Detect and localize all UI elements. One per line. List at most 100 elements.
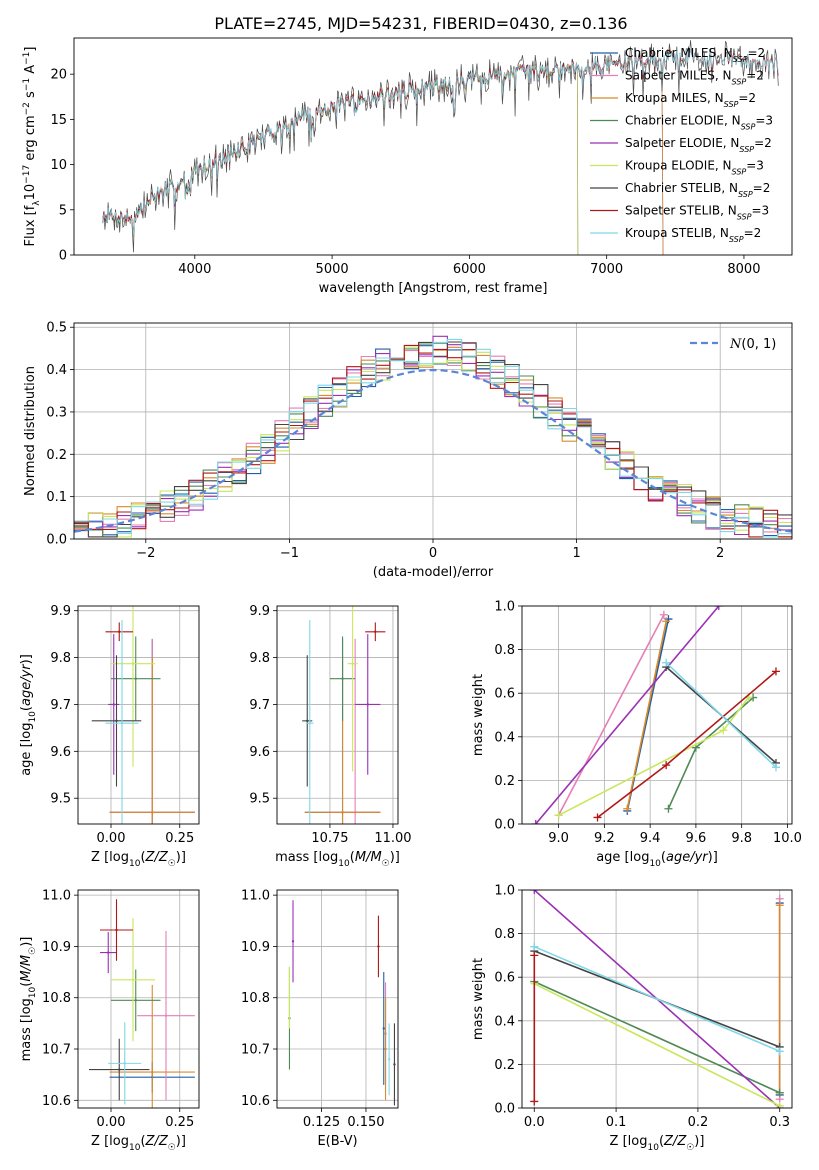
legend-label: Kroupa MILES, NSSP=2 bbox=[625, 91, 756, 109]
y-tick-label: 5 bbox=[59, 203, 67, 218]
label-part: Flux [f bbox=[23, 205, 38, 246]
label-part: / bbox=[153, 1134, 160, 1149]
spectrum-line bbox=[102, 61, 579, 255]
axes-frame bbox=[77, 605, 200, 825]
spectrum-line bbox=[102, 62, 579, 255]
legend-sub: SSP bbox=[739, 145, 754, 154]
label-part: −17 bbox=[22, 165, 32, 184]
label-part: Z bbox=[145, 1134, 156, 1149]
data-point bbox=[112, 703, 115, 706]
data-point bbox=[377, 945, 380, 948]
y-tick-label: 0.0 bbox=[494, 1102, 515, 1117]
label-part: M bbox=[355, 850, 366, 865]
label-part: ☉ bbox=[382, 859, 390, 869]
legend-sub: SSP bbox=[732, 77, 747, 86]
weight-line bbox=[626, 621, 667, 809]
label-part: age/yr bbox=[666, 850, 709, 865]
y-tick-label: 10.7 bbox=[42, 1043, 71, 1058]
label-part: wavelength [Angstrom, rest frame] bbox=[319, 281, 548, 296]
legend-name: Salpeter ELODIE, N bbox=[625, 136, 739, 150]
label-part: Z [log bbox=[91, 1134, 129, 1149]
data-point bbox=[107, 951, 110, 954]
legend-sub: SSP bbox=[732, 167, 747, 176]
x-tick-label: 9.0 bbox=[548, 831, 569, 846]
x-tick-label: 9.2 bbox=[594, 831, 615, 846]
legend-ssp: =3 bbox=[751, 204, 769, 218]
plot-area bbox=[531, 606, 780, 824]
x-tick-label: 0.00 bbox=[97, 1115, 126, 1130]
x-axis-label: (data-model)/error bbox=[373, 565, 494, 580]
panel-massweight_vs_age: 9.0 9.2 9.4 9.6 9.8 10.0 0.0 0.2 0.4 0.6 0.8 1.0 age… bbox=[471, 600, 802, 870]
legend-label: Salpeter ELODIE, NSSP=2 bbox=[625, 136, 772, 154]
plus-marker bbox=[775, 901, 784, 910]
y-tick-label: 0.4 bbox=[46, 363, 67, 378]
y-tick-label: 0.0 bbox=[494, 818, 515, 833]
weight-line bbox=[558, 697, 750, 817]
data-point bbox=[351, 662, 354, 665]
data-point bbox=[134, 999, 137, 1002]
y-axis-label: age [log10(age/yr)] bbox=[19, 654, 38, 776]
data-point bbox=[387, 1058, 391, 1061]
histogram-step bbox=[74, 346, 792, 538]
plus-marker bbox=[662, 617, 671, 626]
data-point bbox=[291, 940, 295, 943]
y-tick-label: 9.7 bbox=[50, 698, 71, 713]
legend-ssp: =2 bbox=[738, 91, 756, 105]
data-point bbox=[382, 1027, 385, 1030]
axes-frame bbox=[276, 889, 399, 1109]
x-tick-label: −2 bbox=[136, 546, 155, 561]
legend-sub: SSP bbox=[738, 190, 753, 199]
x-tick-label: 0.25 bbox=[165, 831, 194, 846]
panel-residuals: −2 −1 0 1 2 0.0 0.1 0.2 0.3 0.4 0.5 (data-model)/er… bbox=[23, 321, 793, 580]
legend-args: (0, 1) bbox=[741, 337, 776, 352]
axes-frame bbox=[77, 889, 200, 1109]
data-point bbox=[384, 1047, 387, 1051]
weight-line bbox=[533, 980, 781, 1094]
spectrum-line bbox=[102, 53, 664, 255]
label-part: )] bbox=[708, 850, 718, 865]
weight-line bbox=[533, 982, 781, 1107]
plus-marker bbox=[662, 658, 671, 667]
plot-area bbox=[91, 606, 195, 824]
label-part: )] bbox=[694, 1134, 704, 1149]
y-tick-label: 10.9 bbox=[241, 940, 270, 955]
x-tick-label: 0.125 bbox=[303, 1115, 340, 1130]
data-point bbox=[374, 630, 377, 633]
data-point bbox=[306, 719, 309, 723]
label-part: Normed distribution bbox=[23, 366, 38, 496]
label-part: ( bbox=[661, 850, 666, 865]
legend-ssp: =3 bbox=[746, 159, 764, 173]
data-point bbox=[151, 811, 154, 814]
data-point bbox=[366, 703, 369, 706]
label-part: ☉ bbox=[28, 947, 38, 955]
legend-name: Kroupa ELODIE, N bbox=[625, 159, 732, 173]
legend-name: Chabrier MILES, N bbox=[625, 46, 733, 60]
label-part: −1 bbox=[22, 52, 32, 65]
plus-marker bbox=[530, 951, 539, 960]
label-part: −1 bbox=[22, 78, 32, 91]
axes-frame bbox=[73, 322, 793, 540]
label-part: mass [log bbox=[275, 850, 338, 865]
label-part: ] bbox=[23, 47, 38, 52]
label-part: )] bbox=[19, 937, 34, 947]
y-tick-label: 9.6 bbox=[50, 745, 71, 760]
legend-name: Salpeter STELIB, N bbox=[625, 204, 737, 218]
x-axis-label: Z [log10(Z/Z☉)] bbox=[91, 1134, 186, 1153]
plus-marker bbox=[771, 763, 780, 772]
axes-frame bbox=[521, 889, 793, 1109]
label-part: ☉ bbox=[168, 1143, 176, 1153]
plus-marker bbox=[664, 804, 673, 813]
label-part: 10 bbox=[129, 859, 141, 869]
x-axis-label: mass [log10(M/M☉)] bbox=[275, 850, 400, 869]
x-tick-label: 11.00 bbox=[374, 831, 411, 846]
y-axis-label: mass weight bbox=[471, 958, 486, 1040]
legend-label: Chabrier ELODIE, NSSP=3 bbox=[625, 114, 773, 132]
label-part: erg cm bbox=[23, 115, 38, 164]
plot-area bbox=[302, 606, 386, 824]
label-part: / bbox=[672, 1134, 679, 1149]
label-part: )] bbox=[176, 850, 186, 865]
weight-line bbox=[557, 614, 665, 816]
y-tick-label: 9.7 bbox=[249, 698, 270, 713]
y-tick-label: 9.6 bbox=[249, 745, 270, 760]
